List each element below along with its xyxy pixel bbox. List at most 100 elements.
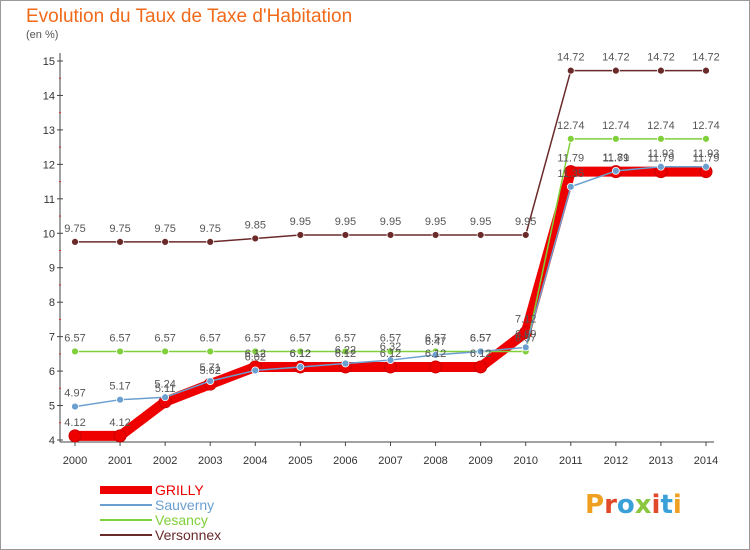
- data-point-grilly: [68, 429, 82, 443]
- data-label-vesancy: 12.74: [602, 120, 630, 132]
- x-tick-label: 2002: [153, 455, 177, 467]
- logo-letter: o: [616, 490, 635, 520]
- logo-letter: i: [672, 490, 682, 520]
- data-label-vesancy: 12.74: [692, 120, 720, 132]
- data-point-sauverny: [386, 356, 395, 364]
- data-label-versonnex: 9.85: [245, 219, 266, 231]
- data-label-grilly: 7.12: [515, 314, 536, 326]
- data-label-vesancy: 6.57: [515, 332, 536, 344]
- data-label-versonnex: 14.72: [557, 52, 585, 64]
- data-point-vesancy: [611, 134, 620, 143]
- data-point-versonnex: [702, 66, 710, 75]
- data-point-versonnex: [341, 231, 350, 239]
- data-point-sauverny: [296, 363, 305, 371]
- x-tick-label: 2005: [288, 455, 312, 467]
- data-point-grilly: [474, 360, 488, 374]
- data-point-vesancy: [702, 134, 710, 143]
- data-label-sauverny: 5.71: [200, 362, 221, 374]
- data-label-vesancy: 6.57: [245, 332, 266, 344]
- data-label-vesancy: 6.57: [425, 332, 446, 344]
- data-point-versonnex: [251, 234, 260, 243]
- data-point-sauverny: [251, 366, 260, 375]
- data-point-grilly: [564, 165, 578, 179]
- data-label-grilly: 5.11: [155, 383, 176, 395]
- data-point-versonnex: [657, 66, 665, 75]
- x-tick-label: 2008: [423, 455, 447, 467]
- data-label-versonnex: 14.72: [647, 52, 675, 64]
- data-label-versonnex: 14.72: [692, 52, 720, 64]
- data-point-vesancy: [71, 347, 79, 356]
- data-point-grilly: [113, 429, 127, 443]
- data-point-grilly: [429, 360, 443, 374]
- data-label-sauverny: 6.12: [290, 348, 311, 360]
- x-tick-label: 2012: [604, 455, 628, 467]
- data-label-grilly: 11.79: [557, 153, 584, 165]
- data-label-vesancy: 6.57: [380, 332, 401, 344]
- data-label-vesancy: 12.74: [647, 120, 675, 132]
- x-tick-label: 2001: [108, 455, 132, 467]
- logo-letter: x: [634, 490, 652, 520]
- y-tick-label: 4: [49, 435, 55, 447]
- data-label-sauverny: 6.69: [515, 328, 536, 340]
- data-point-sauverny: [702, 162, 710, 171]
- data-label-grilly: 11.79: [693, 153, 720, 165]
- data-point-sauverny: [657, 162, 665, 171]
- data-point-vesancy: [341, 347, 350, 356]
- logo-letter: t: [660, 490, 673, 520]
- data-label-grilly: 6.12: [290, 348, 311, 360]
- data-label-sauverny: 11.35: [557, 168, 584, 180]
- legend-swatch: [100, 504, 152, 506]
- data-point-vesancy: [161, 347, 170, 356]
- data-label-sauverny: 6.02: [245, 351, 266, 363]
- x-tick-label: 2000: [63, 455, 87, 467]
- data-label-versonnex: 9.75: [154, 223, 175, 235]
- legend-label: Vesancy: [155, 512, 208, 528]
- logo-letter: r: [604, 490, 617, 520]
- data-label-vesancy: 6.57: [470, 332, 491, 344]
- x-tick-label: 2013: [649, 455, 673, 467]
- data-label-sauverny: 5.17: [109, 381, 130, 393]
- data-label-vesancy: 6.57: [109, 332, 130, 344]
- data-point-sauverny: [161, 393, 170, 402]
- data-label-versonnex: 9.95: [335, 216, 356, 228]
- y-tick-label: 12: [43, 159, 55, 171]
- data-point-sauverny: [476, 347, 485, 356]
- data-label-sauverny: 11.81: [602, 152, 629, 164]
- data-point-sauverny: [611, 167, 620, 175]
- y-tick-label: 9: [49, 263, 55, 275]
- data-label-sauverny: 6.22: [335, 345, 356, 357]
- data-point-vesancy: [296, 347, 305, 356]
- x-tick-label: 2014: [694, 455, 718, 467]
- data-label-grilly: 6.12: [470, 348, 491, 360]
- data-label-grilly: 11.79: [648, 153, 675, 165]
- y-tick-label: 14: [43, 90, 55, 102]
- data-label-versonnex: 9.95: [515, 216, 536, 228]
- data-label-versonnex: 9.95: [380, 216, 401, 228]
- data-point-vesancy: [566, 134, 575, 143]
- data-label-grilly: 5.62: [200, 365, 221, 377]
- data-point-versonnex: [206, 237, 215, 246]
- chart-title: Evolution du Taux de Taxe d'Habitation: [26, 6, 353, 27]
- y-tick-label: 8: [49, 297, 55, 309]
- y-tick-label: 11: [44, 194, 55, 206]
- proxiti-logo: Proxiti: [585, 490, 682, 520]
- x-tick-label: 2003: [198, 455, 222, 467]
- data-label-versonnex: 9.95: [470, 216, 491, 228]
- data-label-versonnex: 9.75: [200, 223, 221, 235]
- data-point-versonnex: [521, 231, 530, 239]
- data-point-versonnex: [431, 231, 440, 239]
- data-point-versonnex: [296, 231, 305, 239]
- data-label-vesancy: 6.57: [64, 332, 85, 344]
- data-point-vesancy: [116, 347, 124, 356]
- data-label-vesancy: 6.57: [154, 332, 175, 344]
- data-label-vesancy: 6.57: [335, 332, 356, 344]
- x-tick-label: 2010: [513, 455, 537, 467]
- x-tick-label: 2004: [243, 455, 267, 467]
- data-label-vesancy: 12.74: [557, 120, 585, 132]
- x-tick-label: 2006: [333, 455, 357, 467]
- legend-label: GRILLY: [155, 482, 204, 498]
- data-label-grilly: 6.12: [335, 348, 356, 360]
- y-tick-label: 10: [43, 228, 55, 240]
- data-point-versonnex: [386, 231, 395, 239]
